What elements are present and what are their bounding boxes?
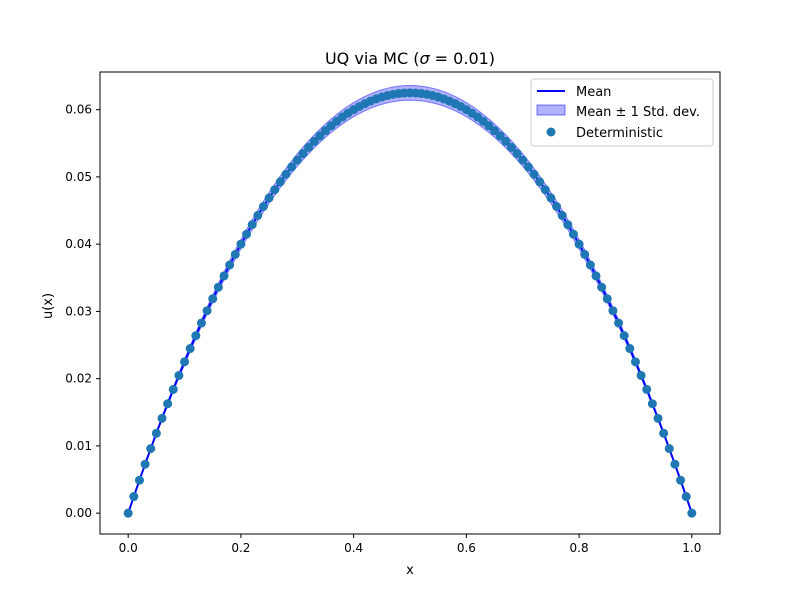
- y-tick-label: 0.02: [65, 372, 92, 386]
- chart-title: UQ via MC (σ = 0.01): [325, 49, 495, 68]
- deterministic-point: [202, 306, 212, 316]
- deterministic-point: [659, 428, 669, 438]
- y-axis-label: u(x): [41, 293, 56, 319]
- legend-deterministic-label: Deterministic: [576, 126, 663, 141]
- deterministic-point: [225, 260, 235, 270]
- deterministic-point: [163, 399, 173, 409]
- deterministic-point: [602, 294, 612, 304]
- y-tick-label: 0.04: [65, 237, 92, 251]
- deterministic-point: [242, 229, 252, 239]
- deterministic-point: [140, 459, 150, 469]
- deterministic-point: [219, 271, 229, 281]
- deterministic-point: [664, 444, 674, 454]
- x-tick-label: 0.6: [457, 541, 476, 555]
- deterministic-point: [647, 399, 657, 409]
- deterministic-point: [630, 357, 640, 367]
- deterministic-point: [180, 357, 190, 367]
- y-tick-label: 0.01: [65, 439, 92, 453]
- legend: Mean Mean ± 1 Std. dev. Deterministic: [530, 78, 714, 147]
- y-tick-label: 0.03: [65, 304, 92, 318]
- deterministic-point: [236, 239, 246, 249]
- deterministic-point: [129, 492, 139, 502]
- deterministic-point: [563, 220, 573, 230]
- deterministic-point: [304, 142, 314, 152]
- deterministic-point: [540, 185, 550, 195]
- deterministic-point: [287, 162, 297, 172]
- legend-frame: [530, 78, 714, 147]
- deterministic-point: [681, 492, 691, 502]
- deterministic-point: [213, 282, 223, 292]
- deterministic-point: [535, 177, 545, 187]
- deterministic-point: [529, 169, 539, 179]
- deterministic-point: [230, 249, 240, 259]
- deterministic-point: [495, 131, 505, 141]
- deterministic-point: [676, 475, 686, 485]
- deterministic-point: [636, 370, 646, 380]
- deterministic-point: [568, 229, 578, 239]
- deterministic-points: [123, 88, 697, 518]
- x-tick-label: 0.4: [344, 541, 363, 555]
- deterministic-point: [292, 155, 302, 165]
- y-tick-label: 0.06: [65, 103, 92, 117]
- axes: 0.0 0.2 0.4 0.6 0.8 1.0 0.00 0.01 0.02 0.03 0.04 0.…: [65, 71, 721, 555]
- deterministic-point: [608, 306, 618, 316]
- y-tick-label: 0.05: [65, 170, 92, 184]
- deterministic-point: [168, 384, 178, 394]
- axes-frame: [99, 71, 721, 535]
- x-tick-label: 1.0: [682, 541, 701, 555]
- deterministic-point: [258, 202, 268, 211]
- deterministic-point: [247, 220, 257, 230]
- deterministic-point: [574, 239, 584, 249]
- deterministic-point: [653, 413, 663, 423]
- deterministic-point: [642, 384, 652, 394]
- deterministic-point: [591, 271, 601, 281]
- deterministic-point: [134, 475, 144, 485]
- deterministic-point: [281, 169, 291, 179]
- deterministic-point: [506, 142, 516, 152]
- deterministic-point: [185, 344, 195, 354]
- deterministic-point: [625, 344, 635, 354]
- deterministic-point: [298, 149, 308, 159]
- deterministic-point: [253, 210, 263, 220]
- deterministic-point: [270, 185, 280, 195]
- deterministic-point: [196, 318, 206, 328]
- deterministic-point: [208, 294, 218, 304]
- legend-mean-label: Mean: [576, 85, 611, 100]
- deterministic-point: [191, 331, 201, 341]
- x-axis-label: x: [406, 563, 414, 578]
- deterministic-point: [687, 508, 697, 518]
- deterministic-point: [580, 249, 590, 259]
- deterministic-point: [501, 136, 511, 146]
- deterministic-point: [614, 318, 624, 328]
- deterministic-point: [523, 162, 533, 172]
- deterministic-point: [546, 193, 556, 203]
- deterministic-point: [619, 331, 629, 341]
- x-tick-label: 0.8: [570, 541, 589, 555]
- x-tick-label: 0.0: [119, 541, 138, 555]
- legend-band-swatch: [536, 104, 566, 116]
- deterministic-point: [157, 413, 167, 423]
- deterministic-point: [585, 260, 595, 270]
- legend-band-label: Mean ± 1 Std. dev.: [576, 105, 700, 120]
- deterministic-point: [597, 282, 607, 292]
- x-tick-label: 0.2: [231, 541, 250, 555]
- deterministic-point: [264, 193, 274, 203]
- deterministic-point: [552, 202, 562, 211]
- deterministic-point: [557, 210, 567, 220]
- deterministic-point: [670, 459, 680, 469]
- deterministic-point: [151, 428, 161, 438]
- deterministic-point: [174, 370, 184, 380]
- y-tick-label: 0.00: [65, 506, 92, 520]
- deterministic-point: [146, 444, 156, 454]
- legend-deterministic-swatch: [546, 127, 556, 137]
- deterministic-point: [275, 177, 285, 187]
- deterministic-point: [512, 149, 522, 159]
- deterministic-point: [309, 136, 319, 146]
- deterministic-point: [123, 508, 133, 518]
- plot-area: [123, 84, 697, 518]
- deterministic-point: [518, 155, 528, 165]
